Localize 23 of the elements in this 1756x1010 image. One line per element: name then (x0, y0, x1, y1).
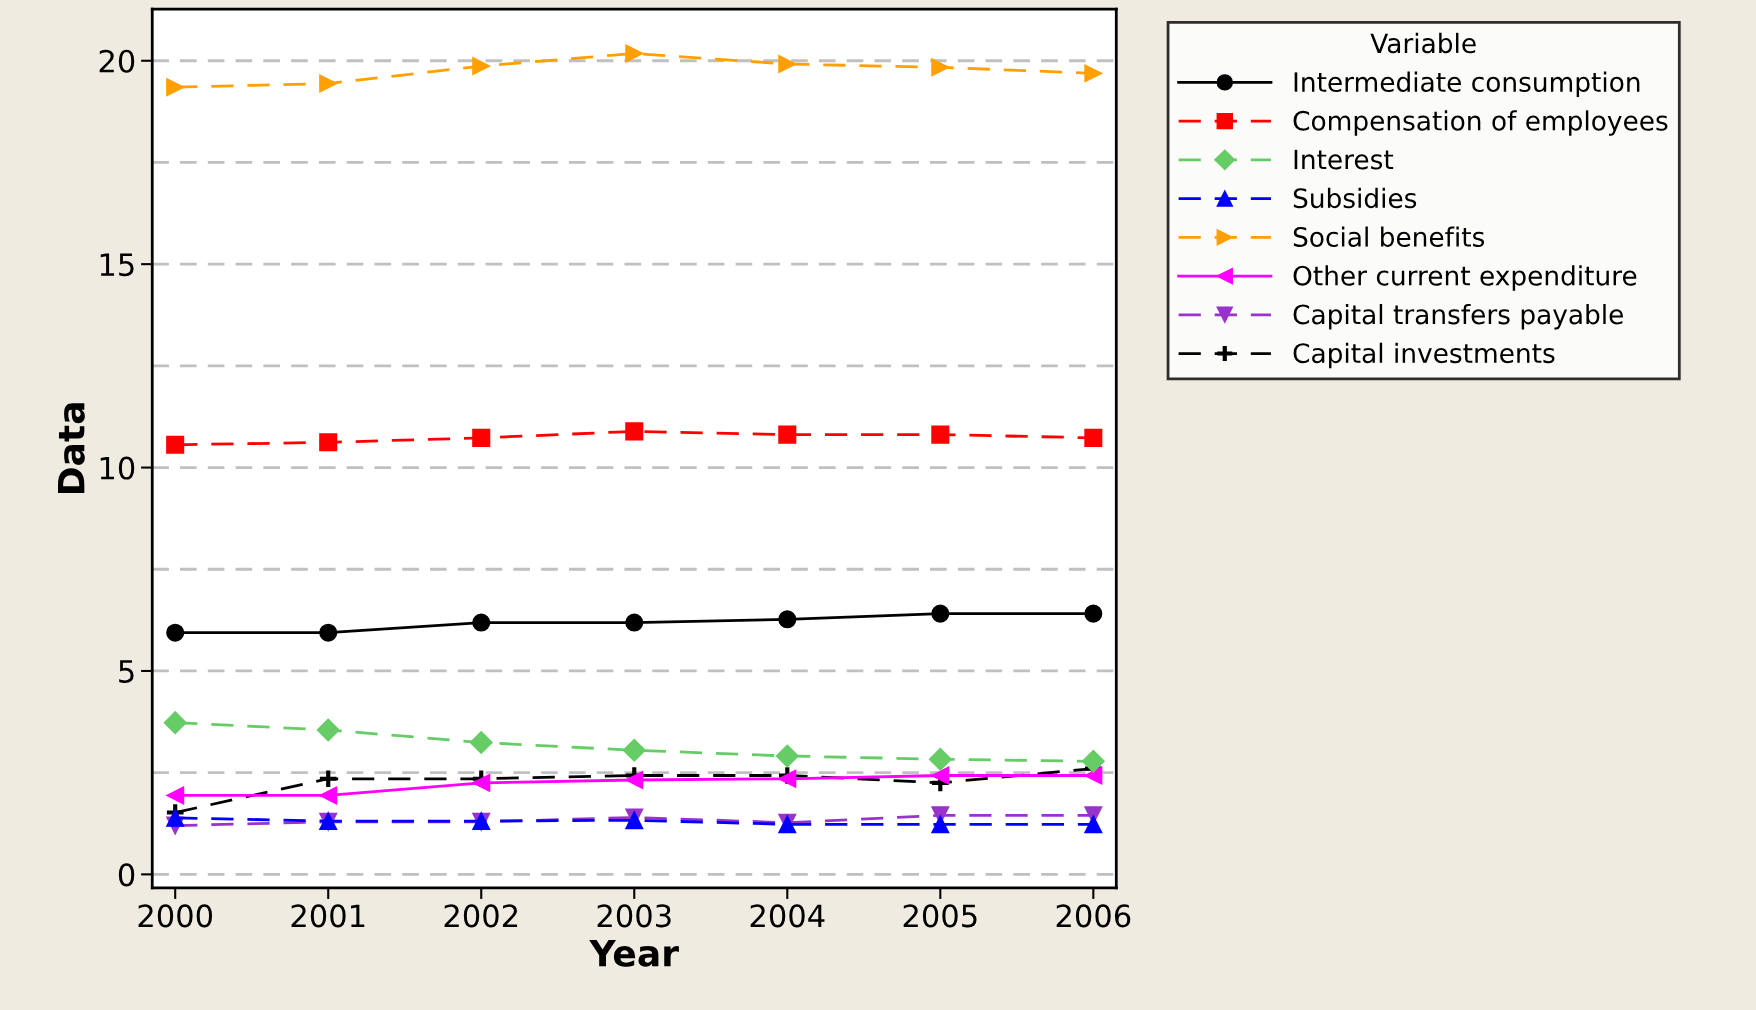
y-tick-label: 10 (100, 456, 135, 480)
legend-label: Other current expenditure (1293, 265, 1637, 291)
y-tick-label: 15 (100, 253, 134, 277)
legend-label: Subsidies (1293, 187, 1417, 209)
legend-label: Intermediate consumption (1294, 71, 1640, 98)
x-tick-label: 2003 (597, 904, 671, 928)
legend-label: Compensation of employees (1293, 110, 1668, 136)
y-tick-label: 5 (119, 660, 134, 684)
legend-label: Capital investments (1293, 342, 1555, 369)
legend-label: Interest (1294, 149, 1394, 170)
legend-label: Social benefits (1293, 226, 1485, 247)
legend-label: Capital transfers payable (1293, 303, 1623, 330)
x-tick-label: 2002 (444, 904, 518, 928)
y-axis-title: Data (58, 403, 85, 494)
x-tick-label: 2001 (291, 904, 365, 928)
y-tick-label: 0 (118, 863, 135, 887)
x-tick-label: 2000 (138, 904, 213, 928)
x-axis-title: Year (589, 940, 679, 967)
x-tick-label: 2005 (903, 904, 977, 928)
x-tick-label: 2004 (750, 904, 825, 928)
x-tick-label: 2006 (1056, 904, 1131, 928)
y-tick-label: 20 (99, 49, 135, 73)
legend-title: Variable (1370, 32, 1476, 54)
